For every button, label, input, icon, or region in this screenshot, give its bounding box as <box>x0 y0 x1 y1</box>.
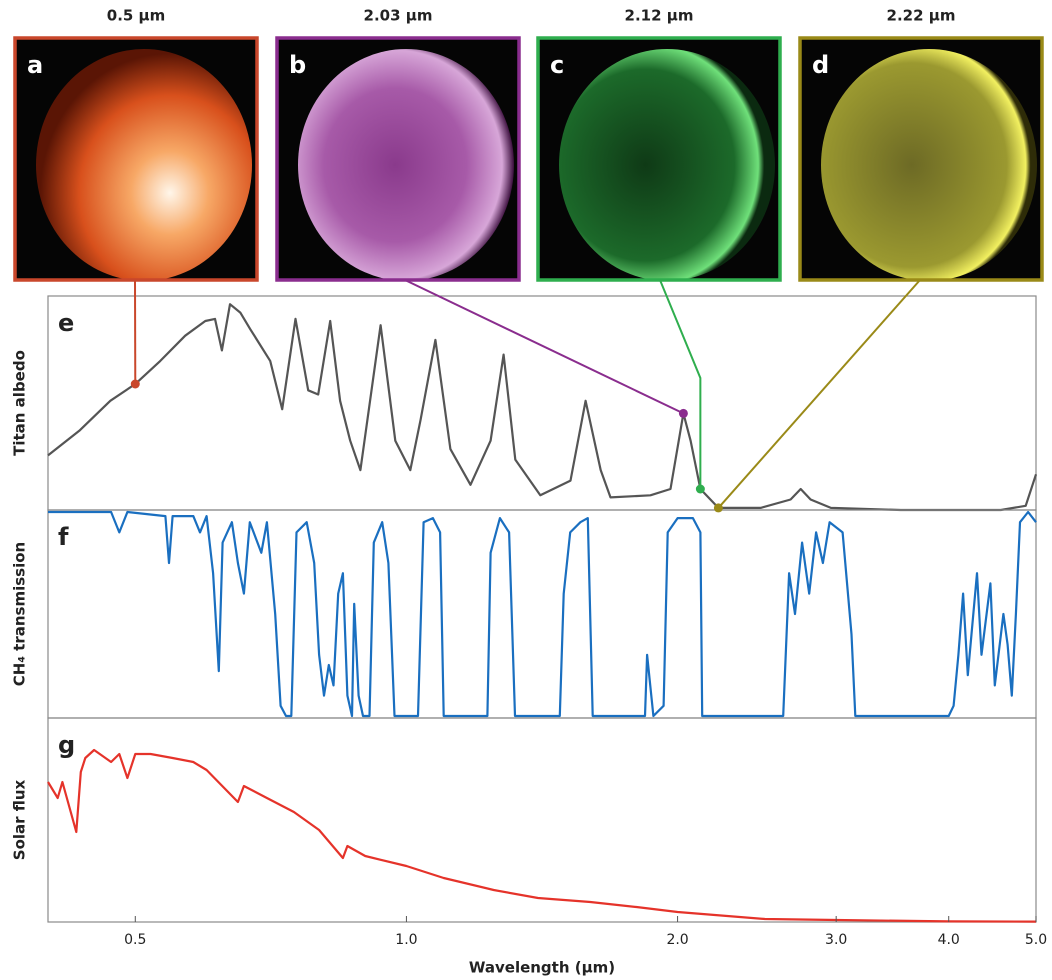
image-frame <box>536 36 782 282</box>
image-letter: b <box>289 51 306 79</box>
y-axis-label: CH₄ transmission <box>11 542 29 686</box>
image-frame <box>275 36 521 282</box>
panel-wavelength-label: 0.5 µm <box>107 7 165 25</box>
panel-frame <box>47 717 1037 923</box>
panel-label: f <box>58 523 69 551</box>
panel-wavelength-label: 2.03 µm <box>364 7 433 25</box>
data-line <box>47 303 1038 512</box>
panel-wavelength-label: 2.12 µm <box>625 7 694 25</box>
titan-disk-image <box>298 49 514 281</box>
titan-disk-image <box>559 49 775 281</box>
panel-wavelength-label: 2.22 µm <box>887 7 956 25</box>
x-tick-label: 4.0 <box>938 932 960 948</box>
panel-frame <box>47 509 1037 719</box>
titan-disk-image <box>821 49 1037 281</box>
wavelength-marker <box>678 408 688 418</box>
connector-line <box>717 279 921 509</box>
x-axis-label: Wavelength (µm) <box>469 959 615 977</box>
titan-disk-image <box>36 49 252 281</box>
image-frame <box>798 36 1044 282</box>
y-axis-label: Titan albedo <box>11 350 29 456</box>
x-tick-label: 2.0 <box>666 932 688 948</box>
image-letter: d <box>812 51 829 79</box>
data-line <box>48 510 1037 718</box>
x-tick-label: 1.0 <box>395 932 417 948</box>
panel-label: g <box>58 731 75 759</box>
y-axis-label: Solar flux <box>11 779 29 860</box>
connector-line <box>404 279 684 415</box>
x-tick-label: 5.0 <box>1025 932 1047 948</box>
wavelength-marker <box>695 484 705 494</box>
panel-label: e <box>58 309 74 337</box>
image-letter: a <box>27 51 43 79</box>
data-line <box>47 748 1037 923</box>
connector-line <box>659 279 702 489</box>
wavelength-marker <box>130 379 140 389</box>
image-letter: c <box>550 51 564 79</box>
x-tick-label: 0.5 <box>124 932 146 948</box>
wavelength-marker <box>713 503 723 513</box>
x-tick-label: 3.0 <box>825 932 847 948</box>
